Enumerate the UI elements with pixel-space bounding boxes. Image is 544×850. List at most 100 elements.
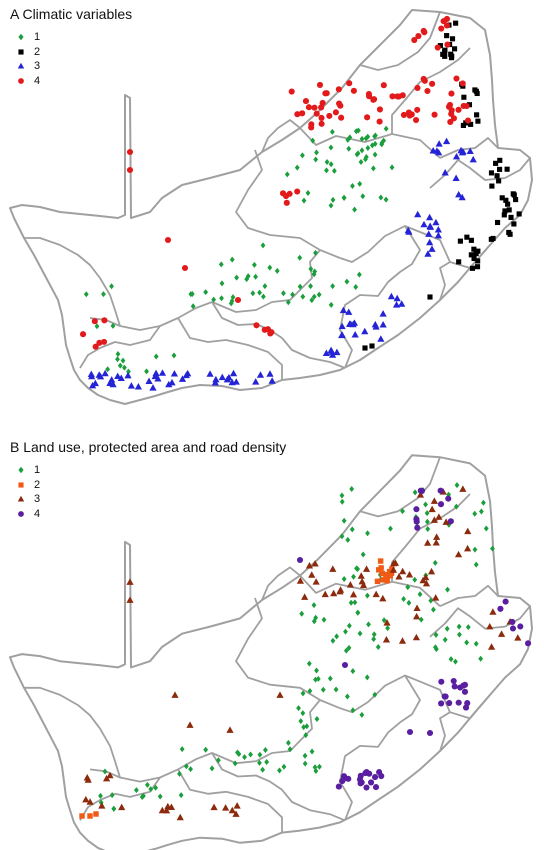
triangle-marker <box>327 346 335 354</box>
square-marker <box>502 208 508 214</box>
diamond-marker <box>473 640 479 647</box>
triangle-marker <box>430 497 438 504</box>
diamond-marker <box>308 283 313 290</box>
circle-marker <box>318 120 325 127</box>
square-marker <box>87 813 93 819</box>
circle-marker <box>91 318 98 325</box>
triangle-marker <box>228 806 236 814</box>
triangle-marker <box>171 691 179 698</box>
diamond-marker <box>309 748 315 755</box>
diamond-marker <box>425 525 431 532</box>
diamond-marker <box>343 628 348 635</box>
triangle-marker <box>154 374 162 382</box>
circle-marker <box>414 84 421 92</box>
diamond-marker <box>314 149 319 156</box>
diamond-marker <box>311 293 317 300</box>
diamond-marker <box>101 291 106 298</box>
triangle-marker <box>399 567 407 575</box>
diamond-marker <box>313 156 319 163</box>
province-boundary-line <box>177 317 283 380</box>
circle-marker <box>389 93 396 100</box>
triangle-marker <box>387 292 396 300</box>
diamond-marker <box>309 297 315 304</box>
circle-marker <box>414 106 421 113</box>
triangle-marker <box>336 586 345 593</box>
triangle-marker <box>441 169 449 176</box>
map-panel-a <box>9 9 533 405</box>
province-boundary-line <box>261 566 301 601</box>
circle-marker <box>357 780 364 787</box>
triangle-marker <box>17 63 25 69</box>
diamond-marker <box>372 151 378 158</box>
diamond-marker <box>401 596 407 603</box>
circle-marker-icon <box>18 510 24 517</box>
circle-marker <box>421 77 428 84</box>
triangle-marker <box>419 576 427 584</box>
circle-marker <box>340 775 348 782</box>
circle-marker <box>311 104 318 111</box>
triangle-marker <box>489 608 497 615</box>
triangle-marker <box>82 795 90 803</box>
triangle-marker <box>359 581 368 589</box>
square-marker <box>469 265 475 271</box>
diamond-marker <box>431 606 436 613</box>
province-boundary-line <box>439 137 499 159</box>
diamond-marker <box>359 147 365 154</box>
triangle-marker <box>117 374 125 381</box>
diamond-marker <box>478 655 484 662</box>
diamond-marker <box>262 283 268 290</box>
circle-marker <box>460 682 467 689</box>
diamond-marker <box>433 644 438 651</box>
triangle-marker <box>459 147 467 155</box>
circle-marker <box>101 317 108 324</box>
square-marker <box>510 191 516 197</box>
triangle-marker <box>233 802 241 809</box>
diamond-marker <box>144 368 149 375</box>
diamond-marker <box>305 190 311 197</box>
triangle-marker <box>357 572 365 579</box>
circle-marker <box>18 77 24 84</box>
legend-item-2: 2 <box>14 478 40 493</box>
circle-marker <box>346 80 353 87</box>
province-boundary-line <box>24 686 121 778</box>
circle-marker <box>524 640 532 647</box>
triangle-marker <box>458 193 466 201</box>
circle-marker <box>318 114 325 122</box>
diamond-marker <box>381 617 387 624</box>
country-outline-path <box>9 454 533 850</box>
triangle-marker <box>210 803 218 811</box>
triangle-marker <box>124 371 132 379</box>
triangle-marker <box>339 306 347 314</box>
diamond-marker <box>360 193 366 200</box>
square-marker <box>495 219 501 226</box>
triangle-marker <box>435 140 443 147</box>
triangle-marker <box>232 810 240 817</box>
circle-marker <box>502 598 509 605</box>
triangle-marker <box>442 518 450 525</box>
triangle-marker <box>268 377 276 384</box>
square-marker <box>501 212 507 218</box>
circle-marker <box>438 25 445 32</box>
diamond-marker <box>445 586 450 593</box>
diamond-marker <box>324 167 329 174</box>
diamond-marker <box>352 206 357 213</box>
diamond-marker <box>464 639 470 646</box>
square-marker <box>449 53 455 59</box>
diamond-marker <box>341 517 347 524</box>
diamond-marker <box>490 545 495 552</box>
diamond-marker <box>287 746 293 753</box>
diamond-marker <box>303 732 309 739</box>
triangle-marker <box>312 578 320 585</box>
triangle-marker <box>301 593 309 600</box>
circle-marker <box>443 22 450 29</box>
triangle-marker <box>389 566 398 573</box>
diamond-marker <box>18 34 24 41</box>
diamond-marker <box>219 295 224 302</box>
diamond-marker <box>423 501 428 508</box>
circle-marker <box>453 75 460 82</box>
triangle-marker <box>88 372 96 380</box>
diamond-marker <box>329 128 335 135</box>
diamond-marker <box>350 668 356 675</box>
triangle-marker <box>416 491 425 498</box>
square-marker <box>449 36 456 42</box>
